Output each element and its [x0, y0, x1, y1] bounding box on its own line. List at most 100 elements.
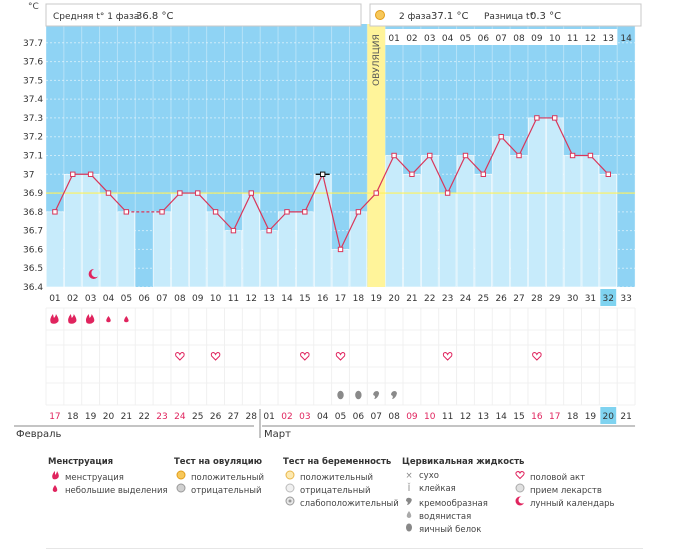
legend-other: половой акт прием лекарств лунный календ…: [513, 470, 615, 509]
x-tick-label: 01: [49, 294, 60, 304]
date-label: 28: [246, 412, 258, 422]
egg-white-icon: [337, 390, 344, 400]
data-point: [105, 190, 112, 196]
temperature-bar: [474, 173, 493, 288]
y-tick-label: 37.2: [23, 133, 43, 143]
legend-title: Менструация: [48, 457, 114, 467]
x-tick-label: 17: [335, 294, 346, 304]
legend-item: кремообразная: [402, 496, 524, 509]
legend-label: прием лекарств: [530, 486, 602, 496]
date-label: 17: [49, 412, 60, 422]
phase2-day-label: 12: [585, 34, 596, 44]
phase2-day-label: 11: [567, 34, 578, 44]
date-label: 25: [192, 412, 203, 422]
date-label: 18: [67, 412, 79, 422]
temperature-bar: [99, 192, 118, 288]
today-date-marker: [600, 407, 617, 424]
menstruation-icon: [85, 314, 95, 324]
data-point: [462, 152, 469, 159]
temperature-bar: [260, 230, 278, 288]
y-tick-label: 37: [23, 170, 34, 180]
moon-icon: [513, 496, 527, 511]
data-point: [212, 209, 219, 215]
legend-label: водянистая: [419, 512, 472, 522]
date-label: 03: [299, 412, 310, 422]
dry-icon: ×: [405, 471, 413, 481]
temperature-bar: [421, 155, 439, 288]
temperature-bar: [331, 249, 350, 288]
legend-label: слабоположительный: [300, 499, 399, 509]
spotting-icon: [106, 316, 111, 323]
legend-label: яичный белок: [419, 525, 482, 535]
y-tick-label: 37.5: [23, 76, 43, 86]
line-segment: [447, 155, 467, 194]
x-tick-label: 21: [406, 294, 417, 304]
x-tick-label: 25: [478, 294, 489, 304]
chart-gridlines: [45, 24, 636, 288]
legend-label: лунный календарь: [530, 499, 615, 509]
heart-icon: [300, 351, 310, 361]
heart-icon: [210, 351, 221, 361]
legend-pregnancy-test: Тест на беременность положительный отриц…: [283, 457, 399, 509]
y-tick-label: 36.5: [23, 264, 43, 274]
legend-item: небольшие выделения: [48, 483, 168, 496]
phase1-box: [45, 3, 362, 27]
temperature-bar: [189, 192, 207, 288]
spotting-icon: [48, 483, 62, 498]
phase1-value: 36.8 °C: [136, 11, 173, 22]
temperature-bar: [153, 211, 171, 288]
line-segment: [304, 174, 324, 213]
legend-label: отрицательный: [191, 486, 262, 496]
x-tick-label: 15: [299, 294, 310, 304]
x-tick-label: 22: [424, 294, 435, 304]
y-tick-label: 36.9: [23, 189, 43, 199]
phase2-box: [369, 3, 642, 27]
legend-label: небольшие выделения: [65, 486, 168, 496]
data-point: [87, 171, 94, 177]
x-tick-label: 10: [210, 294, 222, 304]
data-point: [427, 152, 433, 159]
temperature-bar: [171, 192, 189, 288]
temperature-bar: [581, 155, 600, 288]
line-segment: [554, 117, 574, 156]
data-point: [587, 152, 594, 159]
temperature-bar: [510, 155, 528, 288]
y-tick-label: 37.7: [23, 39, 43, 49]
bottom-divider: [46, 548, 643, 549]
line-segment: [482, 136, 502, 175]
date-label: 24: [174, 412, 186, 422]
data-point: [70, 171, 76, 177]
x-tick-label: 33: [620, 294, 631, 304]
phase2-value: 37.1 °C: [431, 11, 468, 22]
temperature-line: [54, 117, 609, 250]
date-label: 05: [335, 412, 346, 422]
phase2-day-label: 05: [460, 34, 471, 44]
date-label: 27: [228, 412, 239, 422]
x-tick-label: 18: [353, 294, 365, 304]
legend-item: положительный: [283, 470, 399, 483]
heart-icon: [335, 351, 346, 361]
temperature-bars: ОВУЛЯЦИЯ: [46, 24, 636, 288]
diff-label: Разница t°: [484, 12, 534, 22]
y-tick-label: 37.1: [23, 152, 43, 162]
x-tick-label: 09: [192, 294, 204, 304]
spotting-icon: [124, 316, 129, 323]
x-tick-label: 04: [103, 294, 115, 304]
line-segment: [232, 192, 252, 231]
x-tick-label: 29: [549, 294, 561, 304]
pregnancy-weak-icon: [283, 496, 297, 511]
data-point: [480, 171, 487, 177]
data-point: [498, 134, 504, 140]
legend-label: половой акт: [530, 473, 586, 483]
data-point: [444, 190, 451, 196]
temperature-bar: [599, 173, 617, 288]
date-label: 19: [585, 412, 597, 422]
line-segment: [518, 117, 538, 156]
data-point: [391, 152, 397, 159]
x-tick-label: 24: [460, 294, 472, 304]
creamy-icon: [402, 496, 416, 511]
phase2-day-label: 07: [495, 34, 506, 44]
data-point: [230, 227, 237, 234]
